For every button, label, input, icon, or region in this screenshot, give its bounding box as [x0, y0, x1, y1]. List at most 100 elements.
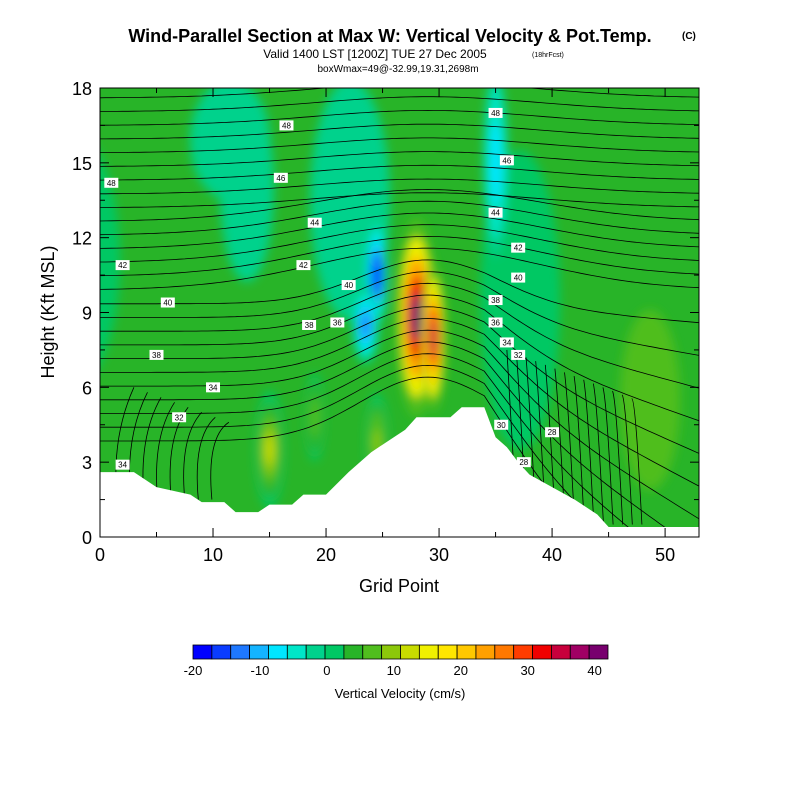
contour-label-bg [511, 272, 526, 283]
colorbar-swatch [230, 644, 250, 660]
contour-label-text: 32 [175, 413, 184, 422]
velocity-blob [429, 319, 438, 356]
contour-label: 44 [488, 207, 503, 218]
contour-label: 28 [516, 457, 531, 468]
colorbar-swatch [475, 644, 496, 660]
theta-contour-line [100, 271, 699, 356]
contour-label: 44 [307, 217, 322, 228]
theta-contour-line [100, 376, 699, 537]
colorbar-swatch [532, 644, 552, 660]
contour-label-text: 46 [276, 174, 285, 183]
theta-contour-line [631, 398, 643, 525]
theta-contour-line [100, 109, 699, 126]
chart-subtitle: Valid 1400 LST [1200Z] TUE 27 Dec 2005 [263, 47, 487, 61]
contour-label-text: 48 [491, 109, 500, 118]
contour-label: 48 [279, 120, 294, 131]
colorbar-swatch [286, 644, 307, 660]
contour-label-bg [172, 412, 187, 423]
contour-label-text: 40 [163, 299, 172, 308]
colorbar-swatch [588, 644, 609, 660]
y-tick-label: 18 [72, 79, 92, 99]
contour-label: 40 [160, 297, 175, 308]
contour-label-text: 32 [514, 351, 523, 360]
contour-label-bg [516, 457, 531, 468]
theta-contour-line [100, 178, 699, 195]
colorbar-tick-label: 40 [587, 663, 601, 678]
x-tick-label: 50 [655, 545, 675, 565]
theta-contour-line [196, 416, 216, 500]
contour-label-text: 34 [209, 383, 218, 392]
theta-contour-line [183, 412, 203, 500]
contour-label-text: 42 [118, 261, 127, 270]
contour-label-text: 48 [107, 179, 116, 188]
contour-label-bg [511, 242, 526, 253]
colorbar-swatch [513, 644, 533, 660]
theta-contour-line [100, 164, 699, 181]
contour-label: 42 [115, 260, 130, 271]
contour-label-text: 42 [299, 261, 308, 270]
contour-label-bg [545, 427, 560, 438]
theta-contour-line [100, 353, 699, 537]
contour-label: 42 [511, 242, 526, 253]
theta-contour-line [100, 235, 699, 277]
contour-label-bg [499, 155, 514, 166]
terrain-silhouette [100, 407, 699, 537]
contour-label-text: 40 [514, 274, 523, 283]
contour-label-bg [279, 120, 294, 131]
theta-contour-line [100, 306, 699, 454]
contour-label-bg [104, 177, 119, 188]
velocity-background-patch [100, 155, 120, 365]
x-tick-label: 30 [429, 545, 449, 565]
contour-label-bg [488, 107, 503, 118]
theta-contour-line [100, 247, 699, 290]
colorbar-swatch [305, 644, 326, 660]
colorbar-swatch [418, 644, 439, 660]
y-tick-label: 9 [82, 304, 92, 324]
y-tick-label: 3 [82, 453, 92, 473]
contour-label-text: 38 [305, 321, 314, 330]
contour-label: 36 [330, 317, 345, 328]
contour-label-text: 46 [502, 156, 511, 165]
contour-label: 46 [273, 172, 288, 183]
contour-label-bg [206, 382, 221, 393]
theta-contour-line [100, 224, 699, 263]
contour-label-bg [273, 172, 288, 183]
theta-contour-line [592, 383, 604, 525]
chart-info: boxWmax=49@-32.99,19.31,2698m [317, 64, 478, 75]
theta-contour-line [100, 212, 699, 249]
theta-contour-line [100, 318, 699, 487]
velocity-field [100, 88, 680, 509]
y-tick-label: 6 [82, 378, 92, 398]
contour-label: 38 [149, 349, 164, 360]
theta-contour-line [100, 200, 699, 236]
contour-label: 34 [499, 337, 514, 348]
theta-contour-line [612, 390, 624, 525]
contour-label-bg [488, 317, 503, 328]
contour-label: 32 [511, 349, 526, 360]
forecast-label: (18hrFcst) [532, 52, 564, 59]
contour-label-bg [296, 260, 311, 271]
potential-temperature-contours [100, 88, 699, 537]
colorbar-swatch [324, 644, 345, 660]
x-tick-label: 20 [316, 545, 336, 565]
contour-label: 40 [511, 272, 526, 283]
contour-label-bg [160, 297, 175, 308]
contour-label-text: 34 [118, 461, 127, 470]
y-tick-label: 12 [72, 229, 92, 249]
velocity-blob [410, 294, 423, 341]
contour-label: 28 [545, 427, 560, 438]
contour-label: 38 [302, 319, 317, 330]
contour-label-bg [302, 319, 317, 330]
theta-contour-line [573, 376, 585, 525]
colorbar-swatch [192, 644, 213, 660]
contour-label: 32 [172, 412, 187, 423]
colorbar: -20 -10 0 10 20 30 40 [184, 644, 609, 678]
theta-contour-line [583, 379, 595, 525]
theta-contour-line [602, 387, 614, 525]
colorbar-swatch [400, 644, 420, 660]
theta-contour-line [156, 402, 175, 500]
theta-contour-line [100, 192, 699, 208]
theta-contour-line [100, 137, 699, 153]
velocity-blob [239, 165, 254, 210]
contour-label: 34 [206, 382, 221, 393]
